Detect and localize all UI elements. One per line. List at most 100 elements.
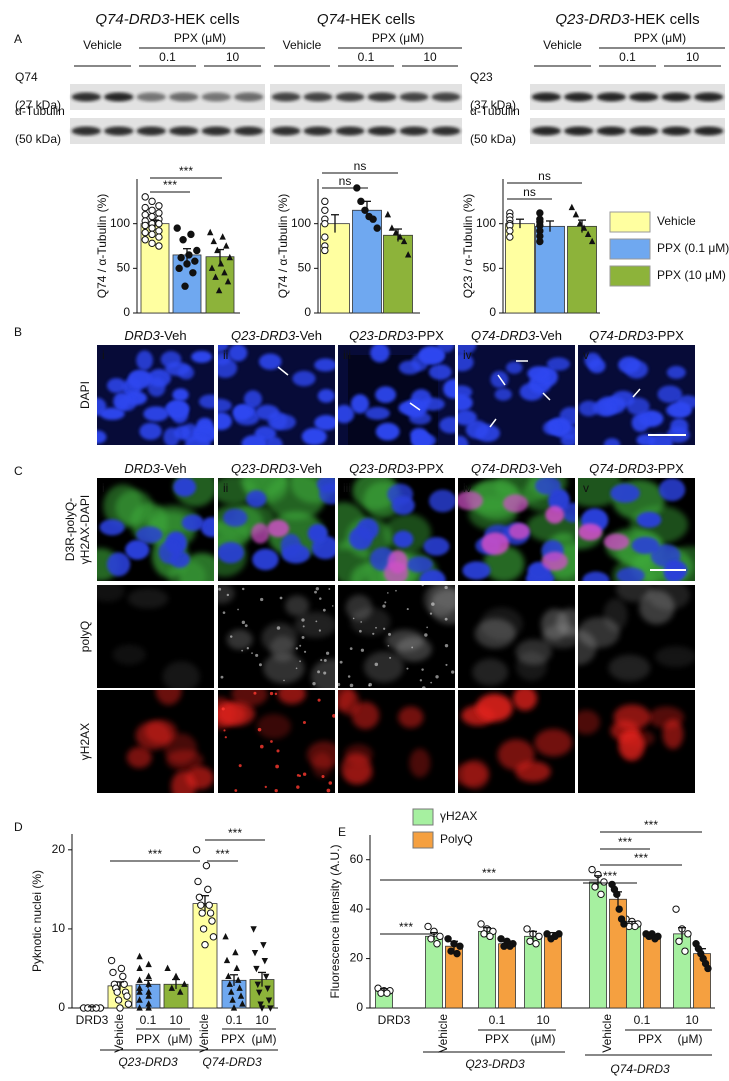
cell-blob	[252, 548, 279, 571]
data-point	[109, 968, 117, 977]
speckle	[301, 618, 305, 622]
unit-label: (μM)	[252, 1032, 277, 1046]
x-tick-label: Vehicle	[600, 1014, 614, 1053]
cell-blob	[475, 693, 513, 722]
data-point	[321, 219, 329, 228]
condition-header-italic: Q74-DRD3	[471, 461, 536, 476]
cell-blob	[143, 406, 169, 422]
data-point	[232, 948, 239, 956]
data-point	[684, 930, 692, 938]
speckle	[302, 625, 305, 628]
bar	[544, 935, 562, 1009]
condition-header: Q23-DRD3-PPX	[349, 328, 444, 343]
blot-band	[104, 126, 134, 136]
legend-label: Vehicle	[657, 214, 696, 228]
speckle	[244, 624, 248, 628]
arrow	[489, 418, 497, 428]
speckle	[375, 626, 377, 629]
arrow	[497, 374, 506, 386]
x-tick-label: 0.1	[634, 1013, 651, 1027]
speckle	[421, 668, 424, 671]
bar	[478, 930, 496, 1009]
unit-label: (μM)	[168, 1032, 193, 1046]
blot-band	[335, 92, 365, 102]
cell-blob	[258, 353, 282, 370]
data-point	[148, 230, 156, 239]
dose-label: 10	[226, 50, 240, 64]
bar	[589, 881, 607, 1009]
cell-blob	[218, 345, 229, 352]
micrograph	[338, 585, 455, 688]
cell-blob	[676, 395, 695, 409]
data-point	[377, 989, 385, 997]
cell-blob	[603, 533, 630, 551]
speckle	[411, 646, 414, 649]
data-point	[136, 952, 143, 960]
speckle	[302, 772, 307, 776]
data-point	[321, 246, 329, 255]
data-point	[155, 227, 163, 235]
condition-header-rest: -Veh	[535, 461, 562, 476]
speckle	[360, 621, 363, 623]
cell-blob	[578, 478, 623, 508]
cell-blob	[666, 365, 686, 379]
cell-blob	[398, 400, 423, 415]
data-point	[119, 972, 127, 981]
significance-label: ***	[399, 920, 413, 934]
cell-blob	[527, 366, 551, 381]
cell-blob	[657, 385, 683, 403]
blot-title-italic: Q74	[317, 11, 345, 28]
legend-swatch	[609, 265, 651, 287]
micrograph	[218, 690, 335, 793]
panel-label: E	[338, 825, 346, 839]
speckle	[298, 774, 302, 778]
data-point	[264, 985, 271, 993]
data-point	[136, 976, 143, 983]
data-point	[194, 877, 202, 886]
cell-blob	[658, 478, 686, 502]
condition-header: Q74-DRD3-PPX	[589, 328, 684, 343]
cell-blob	[171, 770, 196, 793]
data-point	[148, 212, 156, 221]
panel-label: A	[14, 32, 22, 46]
data-point	[155, 202, 163, 210]
data-point	[209, 933, 218, 941]
micrograph: ii	[218, 345, 335, 445]
blot-band	[201, 92, 231, 102]
cell-blob	[218, 398, 232, 413]
y-tick-label: 100	[476, 216, 496, 230]
data-point	[197, 901, 205, 909]
numeral: iv	[463, 348, 472, 362]
data-point	[260, 942, 267, 949]
legend-label: PPX (0.1 μM)	[657, 241, 729, 255]
data-point	[199, 925, 208, 933]
cell-blob	[578, 709, 601, 735]
data-point	[136, 988, 143, 995]
data-point	[193, 246, 201, 255]
bar	[383, 234, 413, 314]
cell-blob	[162, 661, 200, 688]
cell-blob	[228, 345, 248, 362]
blot-band	[694, 92, 724, 102]
cell-blob	[243, 390, 262, 409]
arrow	[632, 388, 641, 398]
data-point	[226, 980, 233, 987]
data-point	[535, 932, 543, 941]
cell-blob	[172, 388, 189, 402]
cell-blob	[200, 517, 214, 538]
speckle	[444, 643, 449, 648]
speckle	[220, 675, 224, 679]
numeral: iii	[343, 481, 351, 495]
data-point	[321, 206, 329, 214]
condition-header: Q74-DRD3-Veh	[471, 328, 562, 343]
cell-blob	[398, 706, 424, 728]
significance-label: ***	[644, 818, 658, 832]
data-point	[148, 197, 156, 206]
ppx-label: PPX (μM)	[174, 31, 226, 45]
x-tick-label: DRD3	[76, 1013, 109, 1027]
x-tick-label: 0.1	[489, 1013, 506, 1027]
data-point	[261, 957, 268, 965]
blot-title-italic: Q23-DRD3	[555, 11, 630, 28]
cell-blob	[218, 358, 238, 378]
speckle	[260, 597, 264, 602]
